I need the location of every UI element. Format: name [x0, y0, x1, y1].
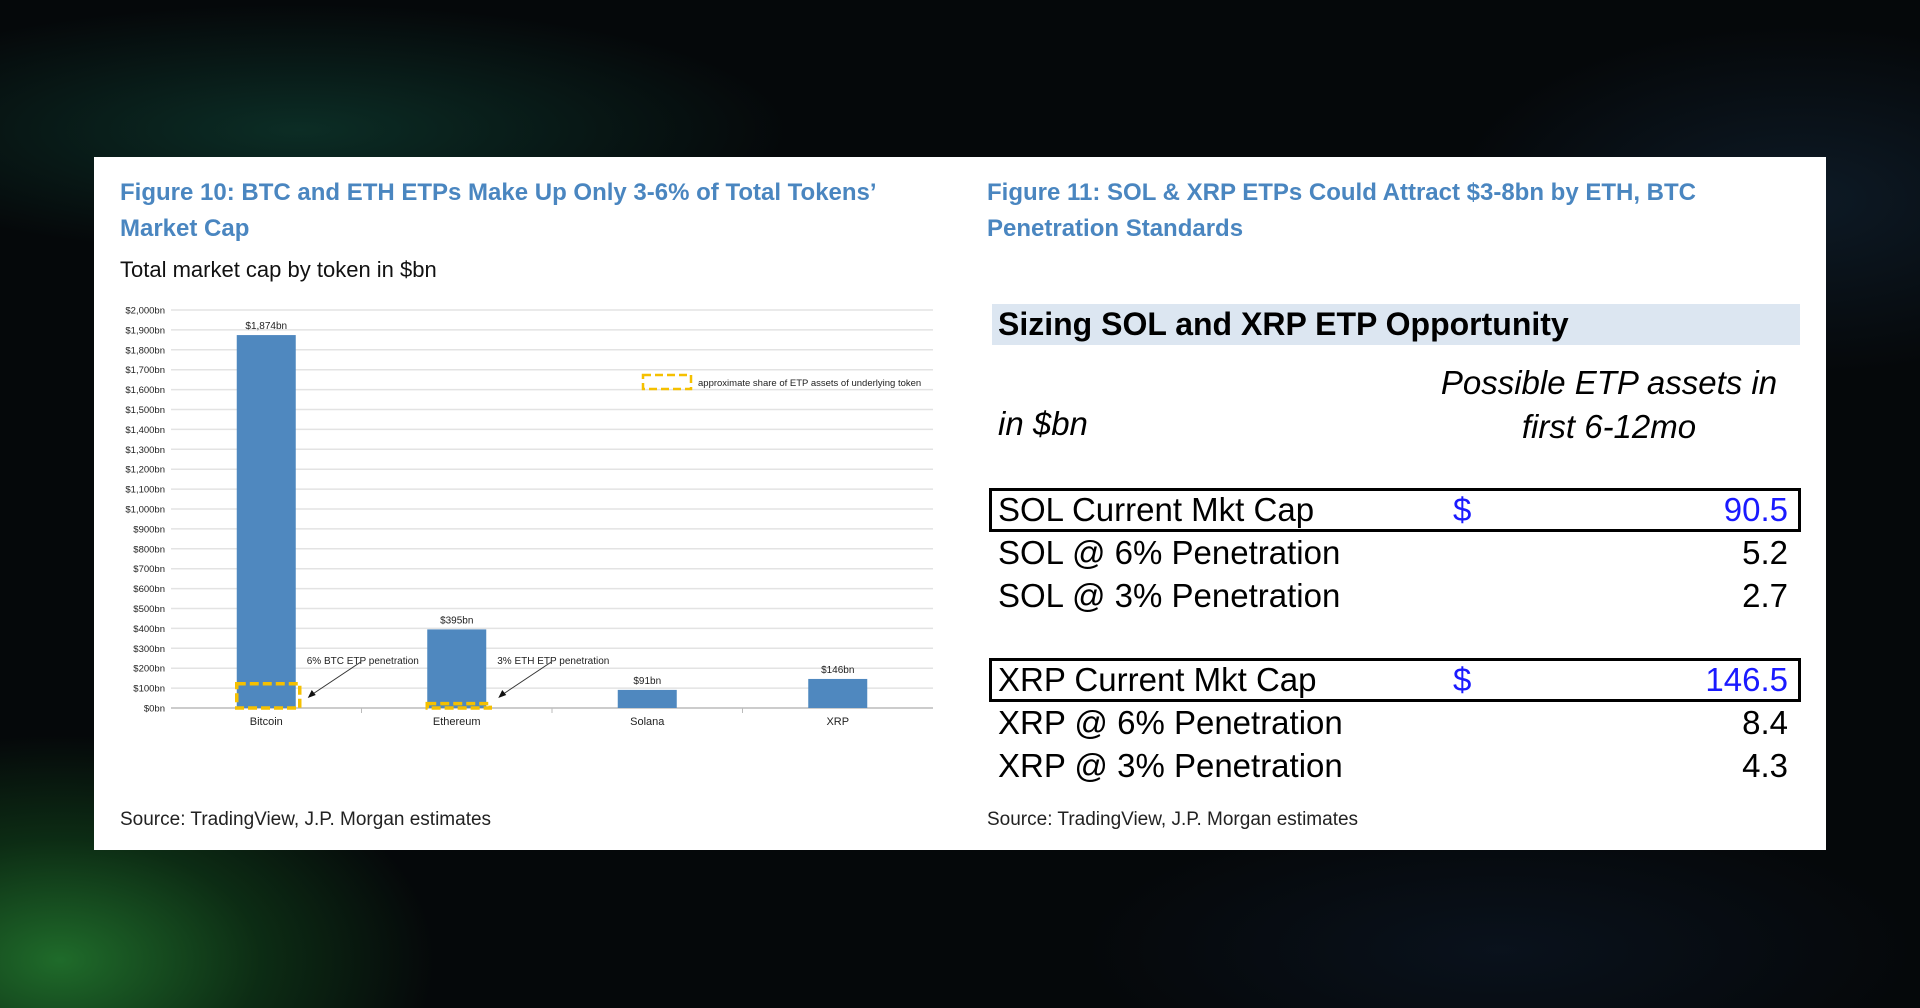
row-value: 4.3: [1742, 747, 1788, 784]
y-tick-label: $300bn: [133, 644, 165, 655]
row-value: 146.5: [1705, 661, 1788, 698]
y-tick-label: $1,800bn: [125, 345, 165, 356]
header-line: first 6-12mo: [1521, 408, 1697, 445]
unit-label: in $bn: [998, 405, 1088, 442]
y-tick-label: $1,100bn: [125, 485, 165, 496]
title-line: Figure 10: BTC and ETH ETPs Make Up Only…: [120, 179, 877, 206]
annotation-arrow: [309, 661, 362, 697]
y-tick-label: $1,600bn: [125, 385, 165, 396]
y-tick-label: $0bn: [144, 704, 165, 715]
x-tick-label: Bitcoin: [250, 716, 283, 728]
bar-bitcoin: [236, 335, 296, 708]
figure-10-source: Source: TradingView, J.P. Morgan estimat…: [120, 809, 492, 830]
report-panel: Figure 10: BTC and ETH ETPs Make Up Only…: [94, 157, 1826, 850]
currency-symbol: $: [1453, 491, 1472, 528]
annotation-label: 6% BTC ETP penetration: [307, 656, 419, 667]
sol-highlight-box: [989, 488, 1801, 532]
column-header: Possible ETP assets in first 6-12mo: [1424, 361, 1794, 449]
y-tick-label: $900bn: [133, 524, 165, 535]
row-label: SOL @ 3% Penetration: [998, 577, 1341, 614]
y-tick-label: $1,400bn: [125, 425, 165, 436]
y-tick-label: $1,000bn: [125, 505, 165, 516]
x-tick-label: XRP: [826, 716, 849, 728]
y-tick-label: $800bn: [133, 544, 165, 555]
bar-xrp: [808, 678, 868, 708]
x-tick-label: Solana: [630, 716, 665, 728]
row-label: XRP @ 6% Penetration: [998, 704, 1343, 741]
data-label: $1,874bn: [245, 321, 287, 332]
y-tick-label: $400bn: [133, 624, 165, 635]
row-label: SOL Current Mkt Cap: [998, 491, 1315, 528]
table-row: XRP @ 3% Penetration 4.3: [998, 747, 1788, 787]
figure-11-source: Source: TradingView, J.P. Morgan estimat…: [987, 809, 1359, 830]
data-label: $146bn: [821, 665, 854, 676]
title-line: Penetration Standards: [987, 215, 1244, 242]
xrp-highlight-box: [989, 658, 1801, 702]
y-tick-label: $1,300bn: [125, 445, 165, 456]
table-row: XRP @ 6% Penetration 8.4: [998, 704, 1788, 744]
figure-10-title: Figure 10: BTC and ETH ETPs Make Up Only…: [120, 175, 877, 247]
legend-swatch: [641, 373, 693, 391]
y-tick-label: $700bn: [133, 564, 165, 575]
title-line: Market Cap: [120, 215, 250, 242]
header-line: Possible ETP assets in: [1440, 364, 1778, 401]
table-title: Sizing SOL and XRP ETP Opportunity: [998, 306, 1569, 342]
y-tick-label: $1,700bn: [125, 365, 165, 376]
annotation-label: 3% ETH ETP penetration: [497, 656, 609, 667]
row-label: XRP @ 3% Penetration: [998, 747, 1343, 784]
bar-ethereum: [427, 629, 487, 708]
y-tick-label: $1,900bn: [125, 325, 165, 336]
arrowhead: [498, 690, 507, 698]
legend-label: approximate share of ETP assets of under…: [698, 378, 921, 389]
bar-solana: [617, 689, 677, 708]
etp-share-box: [235, 681, 302, 710]
data-label: $395bn: [440, 615, 473, 626]
table-title-band: Sizing SOL and XRP ETP Opportunity: [992, 304, 1800, 345]
y-tick-label: $500bn: [133, 604, 165, 615]
y-tick-label: $1,200bn: [125, 465, 165, 476]
table-row: XRP Current Mkt Cap $146.5: [998, 661, 1788, 701]
chart-subtitle: Total market cap by token in $bn: [120, 257, 437, 282]
annotation-arrow: [499, 661, 552, 697]
y-tick-label: $1,500bn: [125, 405, 165, 416]
etp-share-box: [425, 701, 492, 710]
y-tick-label: $2,000bn: [125, 306, 165, 317]
row-value: 5.2: [1742, 534, 1788, 571]
y-tick-label: $100bn: [133, 684, 165, 695]
table-row: SOL Current Mkt Cap $90.5: [998, 491, 1788, 531]
row-value: 90.5: [1723, 491, 1788, 528]
table-row: SOL @ 6% Penetration 5.2: [998, 534, 1788, 574]
row-label: SOL @ 6% Penetration: [998, 534, 1341, 571]
y-tick-label: $200bn: [133, 664, 165, 675]
currency-symbol: $: [1453, 661, 1472, 698]
figure-11-title: Figure 11: SOL & XRP ETPs Could Attract …: [987, 175, 1696, 247]
arrowhead: [307, 690, 316, 698]
title-line: Figure 11: SOL & XRP ETPs Could Attract …: [987, 179, 1697, 206]
data-label: $91bn: [633, 676, 661, 687]
bar-chart: $0bn $100bn $200bn $300bn $400bn $500bn $600bn…: [125, 306, 933, 728]
row-value: 8.4: [1742, 704, 1788, 741]
row-value: 2.7: [1742, 577, 1788, 614]
table-row: SOL @ 3% Penetration 2.7: [998, 577, 1788, 617]
x-tick-label: Ethereum: [433, 716, 481, 728]
row-label: XRP Current Mkt Cap: [998, 661, 1317, 698]
y-tick-label: $600bn: [133, 584, 165, 595]
